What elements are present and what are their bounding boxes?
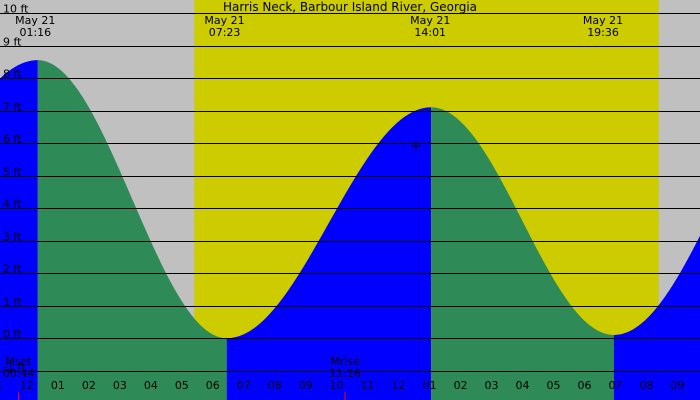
moon-event-time: 00:44 xyxy=(3,367,35,380)
x-tick-label: 08 xyxy=(268,379,282,392)
x-tick-label: 11 xyxy=(361,379,375,392)
x-tick-label: 04 xyxy=(516,379,530,392)
x-tick-label: 05 xyxy=(175,379,189,392)
tide-fill-layer xyxy=(0,60,700,400)
x-tick-label: 06 xyxy=(577,379,591,392)
x-tick-label: 04 xyxy=(144,379,158,392)
x-tick-label: 10 xyxy=(330,379,344,392)
x-tick-label: 09 xyxy=(670,379,684,392)
moon-event-label: Mrise xyxy=(330,355,360,368)
extreme-date-label: May 21 xyxy=(410,14,450,27)
y-tick-label: 10 ft xyxy=(3,3,29,16)
x-tick-label: 01 xyxy=(51,379,65,392)
moon-event-label: Mset xyxy=(5,355,32,368)
gridline-layer xyxy=(0,13,700,372)
x-tick-label: 02 xyxy=(454,379,468,392)
x-tick-label: 06 xyxy=(206,379,220,392)
rising-tide-segment xyxy=(613,235,700,400)
moon-event-time: 11:16 xyxy=(329,367,361,380)
rising-tide-segment xyxy=(0,60,38,400)
extreme-time-label: 14:01 xyxy=(414,26,446,39)
x-tick-label: 03 xyxy=(113,379,127,392)
y-tick-label: 9 ft xyxy=(3,36,22,49)
x-tick-label: 03 xyxy=(485,379,499,392)
extreme-date-label: May 21 xyxy=(15,14,55,27)
x-tick-label: 01 xyxy=(423,379,437,392)
x-tick-label: 07 xyxy=(237,379,251,392)
y-tick-label: 7 ft xyxy=(3,101,22,114)
extreme-time-label: 07:23 xyxy=(209,26,241,39)
x-tick-label: 12 xyxy=(392,379,406,392)
y-tick-label: 2 ft xyxy=(3,263,22,276)
label-layer: -1 ft 0 ft 1 ft 2 ft 3 ft 4 ft 5 ft 6 ft 7 ft 8 f… xyxy=(0,3,684,400)
y-tick-label: 1 ft xyxy=(3,296,22,309)
y-tick-label: -1 ft xyxy=(3,361,26,374)
x-tick-label: 07 xyxy=(608,379,622,392)
x-tick-label: 08 xyxy=(639,379,653,392)
y-tick-label: 3 ft xyxy=(3,231,22,244)
falling-tide-segment xyxy=(431,107,614,400)
x-tick-label: 09 xyxy=(299,379,313,392)
rising-tide-segment xyxy=(226,107,432,400)
x-tick-label: 02 xyxy=(82,379,96,392)
extreme-time-label: 19:36 xyxy=(587,26,619,39)
x-tick-label: 05 xyxy=(546,379,560,392)
chart-title: Harris Neck, Barbour Island River, Georg… xyxy=(223,0,477,14)
x-tick-label: 11 xyxy=(0,379,3,392)
y-tick-label: 0 ft xyxy=(3,328,22,341)
extreme-time-label: 01:16 xyxy=(19,26,51,39)
extreme-date-label: May 21 xyxy=(204,14,244,27)
y-tick-label: 8 ft xyxy=(3,68,22,81)
extreme-date-label: May 21 xyxy=(583,14,623,27)
y-tick-label: 5 ft xyxy=(3,166,22,179)
falling-tide-segment xyxy=(37,60,227,400)
y-tick-label: 6 ft xyxy=(3,133,22,146)
y-tick-label: 4 ft xyxy=(3,198,22,211)
x-tick-label: 12 xyxy=(20,379,34,392)
